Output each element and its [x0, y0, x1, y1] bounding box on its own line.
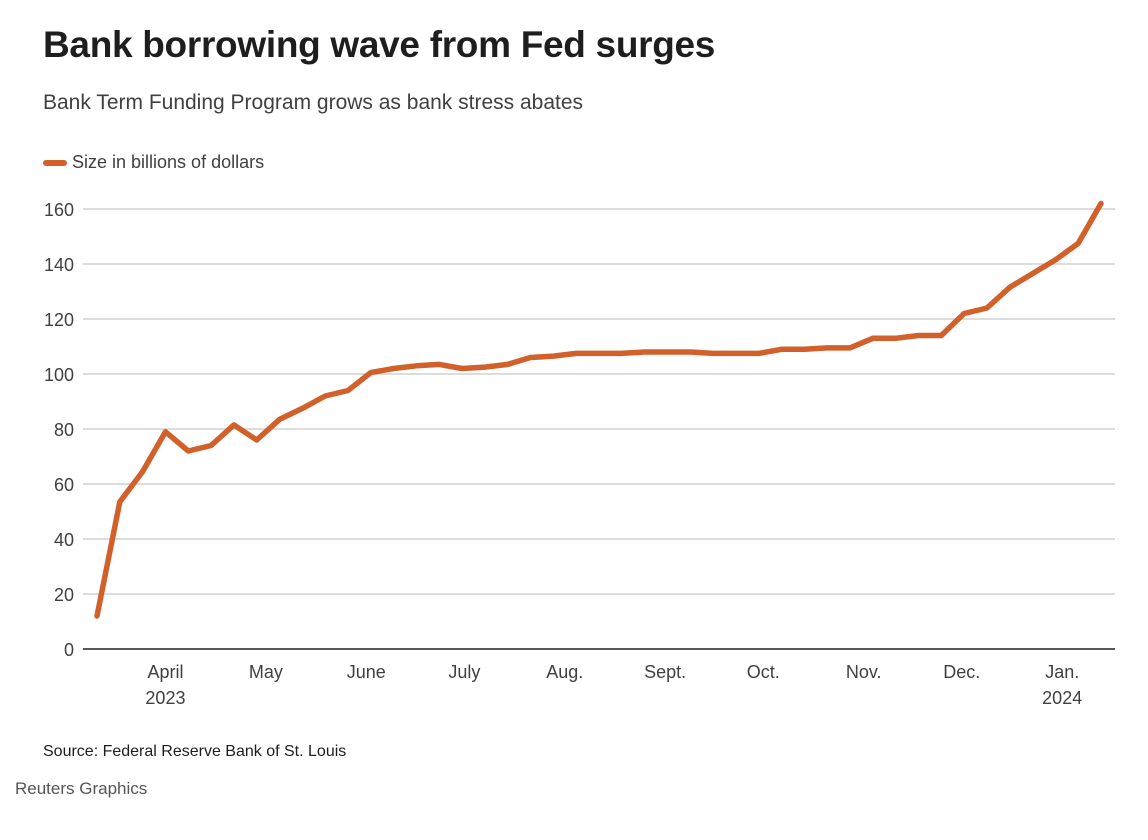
x-tick-label: Nov. [846, 662, 882, 682]
x-tick-label: Jan. [1045, 662, 1079, 682]
y-tick-label: 0 [64, 640, 74, 660]
credit-note: Reuters Graphics [15, 779, 148, 798]
gridlines [83, 208, 1115, 595]
legend-swatch [43, 159, 67, 166]
y-tick-label: 60 [54, 475, 74, 495]
series-line [94, 200, 1104, 619]
x-axis-ticks: April 2023 May June July Aug. Sept. Oct. Nov. Dec… [145, 662, 1082, 708]
x-tick-label: Dec. [943, 662, 980, 682]
y-tick-label: 160 [44, 200, 74, 220]
y-tick-label: 20 [54, 585, 74, 605]
x-tick-label: Aug. [546, 662, 583, 682]
y-tick-label: 40 [54, 530, 74, 550]
x-tick-label: Sept. [644, 662, 686, 682]
x-tick-label: May [249, 662, 283, 682]
x-tick-label: July [448, 662, 480, 682]
x-tick-year-label: 2023 [145, 688, 185, 708]
x-tick-year-label: 2024 [1042, 688, 1082, 708]
legend: Size in billions of dollars [43, 152, 264, 173]
legend-label: Size in billions of dollars [72, 152, 265, 172]
y-axis-ticks: 0 20 40 60 80 100 120 140 160 [44, 200, 74, 660]
chart-subtitle: Bank Term Funding Program grows as bank … [43, 91, 584, 114]
x-tick-label: June [347, 662, 386, 682]
y-tick-label: 140 [44, 255, 74, 275]
y-tick-label: 80 [54, 420, 74, 440]
y-tick-label: 120 [44, 310, 74, 330]
x-tick-label: Oct. [747, 662, 780, 682]
y-tick-label: 100 [44, 365, 74, 385]
source-note: Source: Federal Reserve Bank of St. Loui… [43, 743, 347, 760]
series [94, 200, 1104, 619]
chart-title: Bank borrowing wave from Fed surges [43, 24, 716, 65]
x-tick-label: April [147, 662, 183, 682]
